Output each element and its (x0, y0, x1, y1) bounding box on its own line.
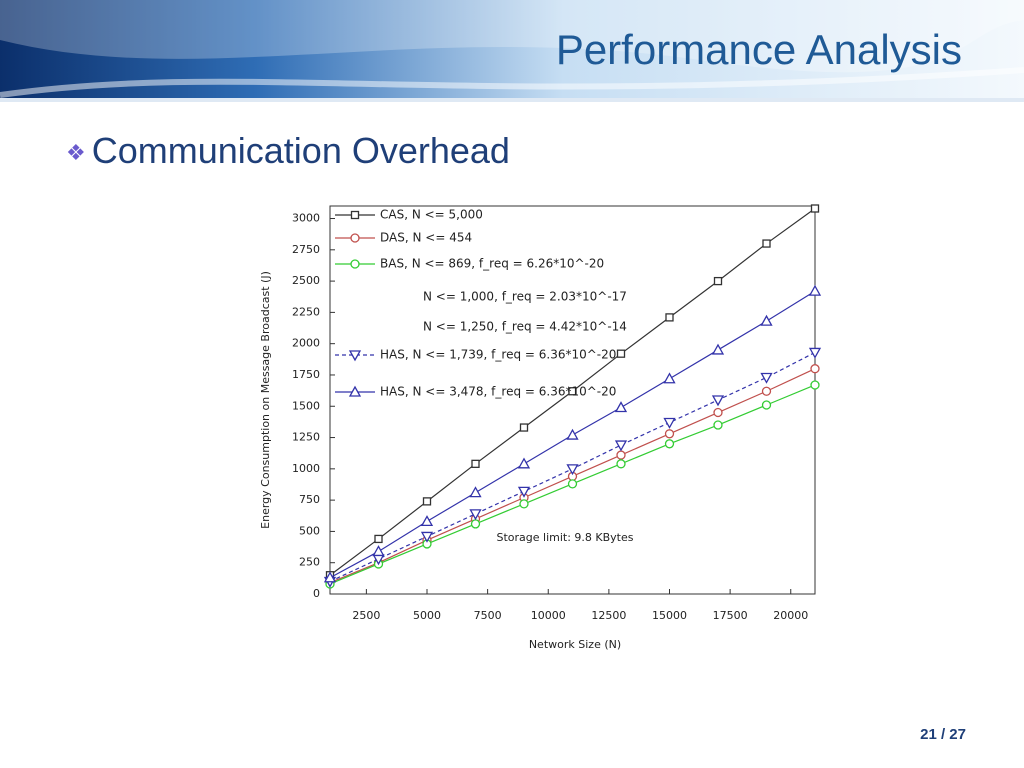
marker (517, 486, 531, 498)
marker (760, 314, 773, 326)
x-tick-label: 20000 (773, 609, 808, 622)
marker (323, 571, 337, 583)
x-tick-label: 12500 (591, 609, 626, 622)
legend-label: CAS, N <= 5,000 (380, 208, 483, 222)
marker (471, 459, 480, 468)
marker (422, 497, 432, 506)
x-axis-label: Network Size (N) (529, 638, 621, 651)
marker (469, 486, 482, 498)
annotation: Storage limit: 9.8 KBytes (496, 531, 633, 544)
marker (808, 284, 822, 296)
marker (663, 372, 676, 384)
legend-note: N <= 1,250, f_req = 4.42*10^-14 (423, 320, 627, 334)
marker (663, 417, 676, 429)
marker (567, 479, 578, 489)
marker (614, 401, 628, 413)
marker (566, 464, 579, 476)
marker (810, 364, 820, 374)
marker (761, 386, 772, 396)
marker (519, 499, 529, 509)
marker (517, 457, 531, 469)
marker (711, 343, 725, 355)
y-tick-label: 1250 (292, 431, 320, 444)
bullet-icon: ❖ (66, 140, 86, 166)
chart: Storage limit: 9.8 KBytes Network Size (… (250, 195, 830, 665)
y-tick-label: 2500 (292, 274, 320, 287)
legend-label: DAS, N <= 454 (380, 231, 472, 245)
x-tick-label: 7500 (474, 609, 502, 622)
legend-label: BAS, N <= 869, f_req = 6.26*10^-20 (380, 257, 604, 271)
marker (810, 380, 820, 390)
x-tick-label: 5000 (413, 609, 441, 622)
marker (713, 276, 723, 286)
marker (614, 440, 628, 452)
x-tick-label: 17500 (713, 609, 748, 622)
marker (566, 428, 579, 440)
legend-label: HAS, N <= 1,739, f_req = 6.36*10^-20 (380, 348, 616, 362)
y-tick-label: 1000 (292, 462, 320, 475)
slide-title: Performance Analysis (555, 26, 962, 73)
marker (760, 372, 773, 384)
x-tick-label: 15000 (652, 609, 687, 622)
y-tick-label: 2250 (292, 305, 320, 318)
marker (420, 515, 434, 527)
legend-note: N <= 1,000, f_req = 2.03*10^-17 (423, 290, 627, 304)
marker (762, 239, 771, 248)
marker (665, 313, 674, 322)
y-tick-label: 2000 (292, 337, 320, 350)
y-tick-label: 1500 (292, 399, 320, 412)
marker (350, 259, 360, 269)
marker (372, 545, 385, 557)
marker (568, 387, 577, 396)
marker (664, 429, 675, 439)
marker (350, 233, 360, 243)
marker (808, 347, 822, 359)
marker (470, 519, 481, 529)
marker (350, 210, 360, 220)
marker (420, 531, 434, 543)
marker (519, 423, 529, 432)
marker (810, 204, 820, 213)
marker (713, 407, 723, 418)
legend-label: HAS, N <= 3,478, f_req = 6.36*10^-20 (380, 385, 616, 399)
x-tick-label: 2500 (352, 609, 380, 622)
chart-background (250, 195, 830, 665)
marker (374, 534, 383, 544)
y-axis-label: Energy Consumption on Message Broadcast … (259, 271, 272, 529)
title-bar: Performance Analysis (0, 0, 1024, 102)
bullet-text: Communication Overhead (91, 130, 510, 171)
marker (616, 450, 626, 460)
y-tick-label: 2750 (292, 243, 320, 256)
y-tick-label: 3000 (292, 212, 320, 225)
marker (348, 350, 362, 362)
marker (713, 420, 723, 430)
marker (761, 400, 772, 410)
title-bar-art (0, 0, 1024, 102)
marker (616, 349, 626, 358)
marker (348, 385, 362, 397)
x-tick-label: 10000 (531, 609, 566, 622)
marker (664, 439, 675, 449)
y-tick-label: 250 (299, 556, 320, 569)
marker (711, 395, 725, 407)
y-tick-label: 0 (313, 587, 320, 600)
y-tick-label: 1750 (292, 368, 320, 381)
page-number: 21 / 27 (920, 726, 966, 743)
plot-frame (329, 205, 816, 595)
y-tick-label: 750 (299, 493, 320, 506)
marker (616, 459, 626, 469)
bullet: ❖ Communication Overhead (66, 130, 510, 172)
marker (469, 509, 482, 521)
y-tick-label: 500 (299, 524, 320, 537)
